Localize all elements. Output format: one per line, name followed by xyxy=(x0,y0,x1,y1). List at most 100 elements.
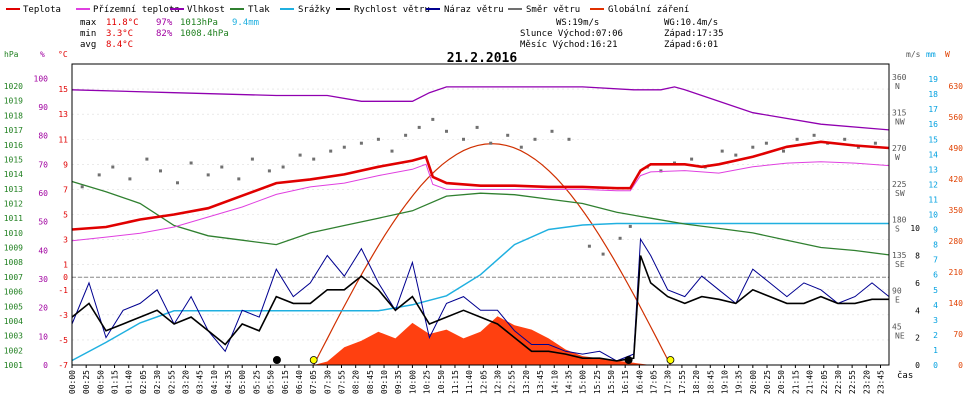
x-tick-label: 05:25 xyxy=(252,370,261,394)
y-tick-hpa: 1003 xyxy=(4,332,23,341)
legend-wind-dir: Směr větru xyxy=(526,5,580,15)
wind-gust-line xyxy=(71,237,890,362)
legend-wind-speed: Rychlost větru xyxy=(354,5,430,15)
x-tick-label: 19:10 xyxy=(720,370,729,394)
y-tick-hpa: 1019 xyxy=(4,97,23,106)
wind-dir-point xyxy=(80,185,84,189)
y-tick-temp: -5 xyxy=(58,336,68,345)
wind-dir-point xyxy=(176,181,179,185)
y-tick-hpa: 1008 xyxy=(4,258,23,267)
x-tick-label: 14:35 xyxy=(564,370,573,394)
x-tick-label: 03:20 xyxy=(181,370,190,394)
y-tick-pct: 0 xyxy=(43,361,48,370)
y-tick-hpa: 1018 xyxy=(4,111,23,120)
unit-temp: °C xyxy=(58,50,68,59)
x-tick-label: 18:20 xyxy=(692,370,701,394)
legend-pressure: Tlak xyxy=(248,5,270,15)
x-tick-label: 23:45 xyxy=(876,370,885,394)
y-tick-dir-label: E xyxy=(895,296,900,305)
y-tick-dir: 315 xyxy=(892,108,907,117)
wind-dir-point xyxy=(659,169,663,173)
stat-avg-label: avg xyxy=(80,40,96,50)
y-tick-dir-label: N xyxy=(895,82,900,91)
wind-dir-point xyxy=(628,224,632,228)
pressure-line xyxy=(71,180,890,256)
y-tick-wm2: 630 xyxy=(949,82,964,91)
ground-temp-line xyxy=(71,161,890,242)
y-tick-temp: 3 xyxy=(63,236,68,245)
wind-dir-point xyxy=(734,153,738,157)
y-tick-dir-label: NE xyxy=(895,331,905,340)
y-tick-mm: 16 xyxy=(928,120,938,129)
y-tick-pct: 40 xyxy=(38,246,48,255)
x-tick-label: 11:40 xyxy=(465,370,474,394)
x-tick-label: 15:50 xyxy=(607,370,616,394)
x-tick-label: 05:00 xyxy=(238,370,247,394)
wind-dir-point xyxy=(97,173,101,177)
y-tick-hpa: 1009 xyxy=(4,244,23,253)
y-tick-mm: 2 xyxy=(933,331,938,340)
y-tick-hpa: 1005 xyxy=(4,302,23,311)
stat-min-label: min xyxy=(80,29,96,39)
y-tick-dir: 45 xyxy=(892,322,902,331)
unit-wm2: W xyxy=(945,50,950,59)
x-tick-label: 17:30 xyxy=(664,370,673,394)
y-tick-temp: -1 xyxy=(58,286,68,295)
y-tick-pct: 30 xyxy=(38,275,48,284)
y-tick-temp: 1 xyxy=(63,261,68,270)
x-tick-label: 02:05 xyxy=(139,370,148,394)
wind-speed-line xyxy=(71,255,889,362)
temperature-line xyxy=(71,140,890,231)
wind-dir-point xyxy=(342,145,346,149)
y-tick-hpa: 1011 xyxy=(4,214,23,223)
x-tick-label: 22:05 xyxy=(820,370,829,394)
info-block: WS:19m/s WG:10.4m/s Slunce Východ:07:06 … xyxy=(520,18,724,50)
x-tick-label: 20:25 xyxy=(763,370,772,394)
y-tick-dir: 360 xyxy=(892,73,907,82)
y-tick-dir-label: NW xyxy=(895,117,905,126)
wind-dir-point xyxy=(390,149,394,153)
y-tick-temp: -3 xyxy=(58,311,68,320)
wind-dir-point xyxy=(690,157,694,161)
wind-dir-point xyxy=(795,137,799,141)
wind-dir-point xyxy=(567,137,571,141)
y-tick-temp: 13 xyxy=(58,110,68,119)
y-tick-temp: -7 xyxy=(58,361,68,370)
y-tick-wm2: 210 xyxy=(949,268,964,277)
y-tick-pct: 10 xyxy=(38,332,48,341)
wind-dir-point xyxy=(376,137,380,141)
legend: Teplota Přízemní teplota Vlhkost Tlak Sr… xyxy=(6,5,689,15)
wind-dir-point xyxy=(189,161,193,165)
wind-dir-point xyxy=(475,125,479,129)
stat-min-hum: 82% xyxy=(156,29,173,39)
y-tick-wm2: 490 xyxy=(949,144,964,153)
wind-dir-point xyxy=(550,129,554,133)
legend-temperature: Teplota xyxy=(23,5,61,15)
y-tick-hpa: 1014 xyxy=(4,170,23,179)
info-sun-set: Západ:17:35 xyxy=(664,29,724,39)
unit-pct: % xyxy=(40,50,45,59)
y-tick-wm2: 560 xyxy=(949,113,964,122)
wind-dir-point xyxy=(812,133,816,137)
y-tick-temp: 9 xyxy=(63,160,68,169)
y-tick-ms: 2 xyxy=(915,334,920,343)
y-tick-wm2: 0 xyxy=(958,361,963,370)
x-tick-label: 13:45 xyxy=(536,370,545,394)
x-tick-label: 22:55 xyxy=(848,370,857,394)
y-tick-hpa: 1013 xyxy=(4,185,23,194)
wind-dir-point xyxy=(843,137,847,141)
unit-ms: m/s xyxy=(906,50,921,59)
wind-dir-point xyxy=(751,145,755,149)
y-tick-dir: 90 xyxy=(892,287,902,296)
x-tick-label: 18:45 xyxy=(706,370,715,394)
y-tick-temp: 7 xyxy=(63,185,68,194)
info-moon-set: Západ:6:01 xyxy=(664,40,718,50)
y-tick-mm: 5 xyxy=(933,286,938,295)
wind-dir-point xyxy=(782,149,785,153)
y-tick-mm: 15 xyxy=(928,135,938,144)
x-tick-label: 06:15 xyxy=(281,370,290,394)
stat-max-hum: 97% xyxy=(156,18,173,28)
x-tick-label: 12:05 xyxy=(479,370,488,394)
x-tick-label: 06:40 xyxy=(295,370,304,394)
